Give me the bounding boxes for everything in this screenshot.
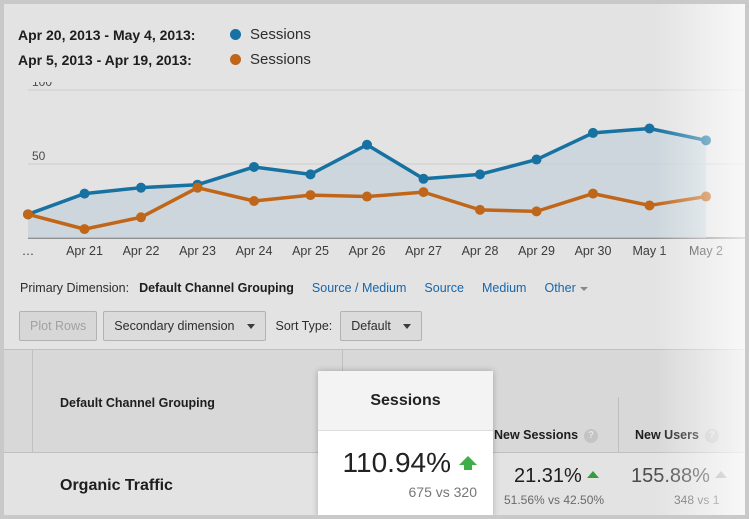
data-point-previous — [644, 200, 655, 211]
sessions-highlight-card: Sessions 110.94% 675 vs 320 — [318, 371, 493, 515]
column-header-channel-grouping[interactable]: Default Channel Grouping — [60, 396, 215, 410]
dimension-source[interactable]: Source — [424, 281, 465, 295]
y-tick-label: 50 — [32, 149, 46, 163]
x-tick-label: Apr 24 — [236, 244, 273, 258]
data-point-previous — [192, 182, 203, 193]
legend-dot-current — [230, 29, 241, 40]
x-tick-label: Apr 25 — [292, 244, 329, 258]
x-tick-label: Apr 30 — [575, 244, 612, 258]
column-header-new-sessions[interactable]: New Sessions? — [494, 428, 599, 443]
legend-row-current: Apr 20, 2013 - May 4, 2013: Sessions — [18, 22, 311, 47]
data-point-previous — [23, 209, 33, 220]
dimension-default-channel-grouping[interactable]: Default Channel Grouping — [139, 281, 294, 295]
sort-type-dropdown[interactable]: Default — [340, 311, 422, 341]
dimension-medium[interactable]: Medium — [482, 281, 527, 295]
column-header-new-users[interactable]: New Users? — [635, 428, 719, 443]
sessions-change-value: 110.94% — [342, 447, 451, 478]
data-point-previous — [136, 212, 146, 223]
data-point-current — [136, 182, 146, 193]
dimension-other-label: Other — [544, 281, 576, 295]
data-point-previous — [701, 191, 711, 202]
new-sessions-change: 21.31% — [514, 465, 599, 488]
legend-range-previous: Apr 5, 2013 - Apr 19, 2013: — [18, 51, 192, 68]
data-point-previous — [588, 188, 598, 199]
data-point-current — [79, 188, 90, 199]
data-point-current — [644, 123, 655, 134]
data-point-previous — [418, 187, 429, 198]
column-header-sessions[interactable]: Sessions — [318, 371, 493, 431]
legend-series-current: Sessions — [250, 26, 311, 43]
new-users-header-label: New Users — [635, 428, 699, 442]
help-icon[interactable]: ? — [584, 428, 599, 443]
column-divider — [32, 349, 33, 515]
primary-dimension-label: Primary Dimension: — [20, 281, 130, 295]
x-tick-label: May 1 — [632, 244, 666, 258]
sessions-change: 110.94% — [343, 447, 477, 479]
data-point-current — [418, 173, 429, 184]
chevron-down-icon — [246, 323, 255, 329]
primary-dimension-bar: Primary Dimension: Default Channel Group… — [20, 281, 606, 295]
legend-dot-previous — [230, 54, 241, 65]
new-sessions-change-value: 21.31% — [514, 465, 582, 487]
y-tick-label: 100 — [32, 82, 52, 89]
sessions-line-chart: 100 50 … Apr 21 Apr 22 Apr 23 Apr 24 Apr 25 Apr … — [22, 82, 745, 258]
x-tick-label: Apr 26 — [349, 244, 386, 258]
dimension-source-medium[interactable]: Source / Medium — [311, 281, 407, 295]
new-sessions-header-label: New Sessions — [494, 428, 579, 442]
dimension-other[interactable]: Other — [544, 281, 588, 295]
row-label-organic-traffic[interactable]: Organic Traffic — [60, 477, 173, 494]
data-point-previous — [79, 224, 90, 235]
data-point-previous — [249, 196, 259, 206]
arrow-up-icon — [714, 471, 727, 479]
data-point-current — [362, 139, 372, 150]
table-toolbar: Plot Rows Secondary dimension Sort Type:… — [19, 311, 428, 341]
sessions-compare: 675 vs 320 — [408, 484, 478, 500]
data-point-current — [249, 161, 259, 172]
arrow-up-icon — [586, 471, 599, 479]
secondary-dimension-dropdown[interactable]: Secondary dimension — [103, 311, 266, 341]
plot-rows-button[interactable]: Plot Rows — [19, 311, 98, 341]
new-users-change: 155.88% — [631, 465, 727, 488]
new-sessions-compare: 51.56% vs 42.50% — [504, 493, 605, 507]
sort-type-label: Sort Type: — [275, 319, 333, 333]
x-tick-label: Apr 21 — [66, 244, 103, 258]
chart-legend: Apr 20, 2013 - May 4, 2013: Sessions Apr… — [18, 22, 311, 72]
data-point-previous — [531, 206, 542, 217]
legend-series-previous: Sessions — [250, 51, 311, 68]
secondary-dimension-label: Secondary dimension — [114, 319, 235, 333]
data-point-previous — [475, 204, 485, 215]
new-users-change-value: 155.88% — [631, 465, 710, 487]
chevron-down-icon — [579, 286, 588, 291]
new-users-compare: 348 vs 1 — [674, 493, 720, 507]
data-point-previous — [362, 191, 372, 202]
legend-row-previous: Apr 5, 2013 - Apr 19, 2013: Sessions — [18, 47, 311, 72]
x-tick-label: Apr 29 — [518, 244, 555, 258]
x-tick-label: … — [22, 244, 35, 258]
data-point-current — [475, 169, 485, 180]
x-tick-label: May 2 — [689, 244, 723, 258]
chevron-down-icon — [402, 323, 411, 329]
data-point-current — [701, 135, 711, 146]
legend-range-current: Apr 20, 2013 - May 4, 2013: — [18, 26, 196, 43]
data-point-previous — [305, 190, 316, 201]
x-tick-label: Apr 28 — [462, 244, 499, 258]
data-point-current — [588, 127, 598, 138]
sort-type-value: Default — [351, 319, 391, 333]
data-point-current — [531, 154, 542, 165]
arrow-up-icon — [459, 456, 477, 471]
x-tick-label: Apr 22 — [123, 244, 160, 258]
x-tick-label: Apr 27 — [405, 244, 442, 258]
data-point-current — [305, 169, 316, 180]
x-tick-label: Apr 23 — [179, 244, 216, 258]
help-icon[interactable]: ? — [704, 428, 719, 443]
